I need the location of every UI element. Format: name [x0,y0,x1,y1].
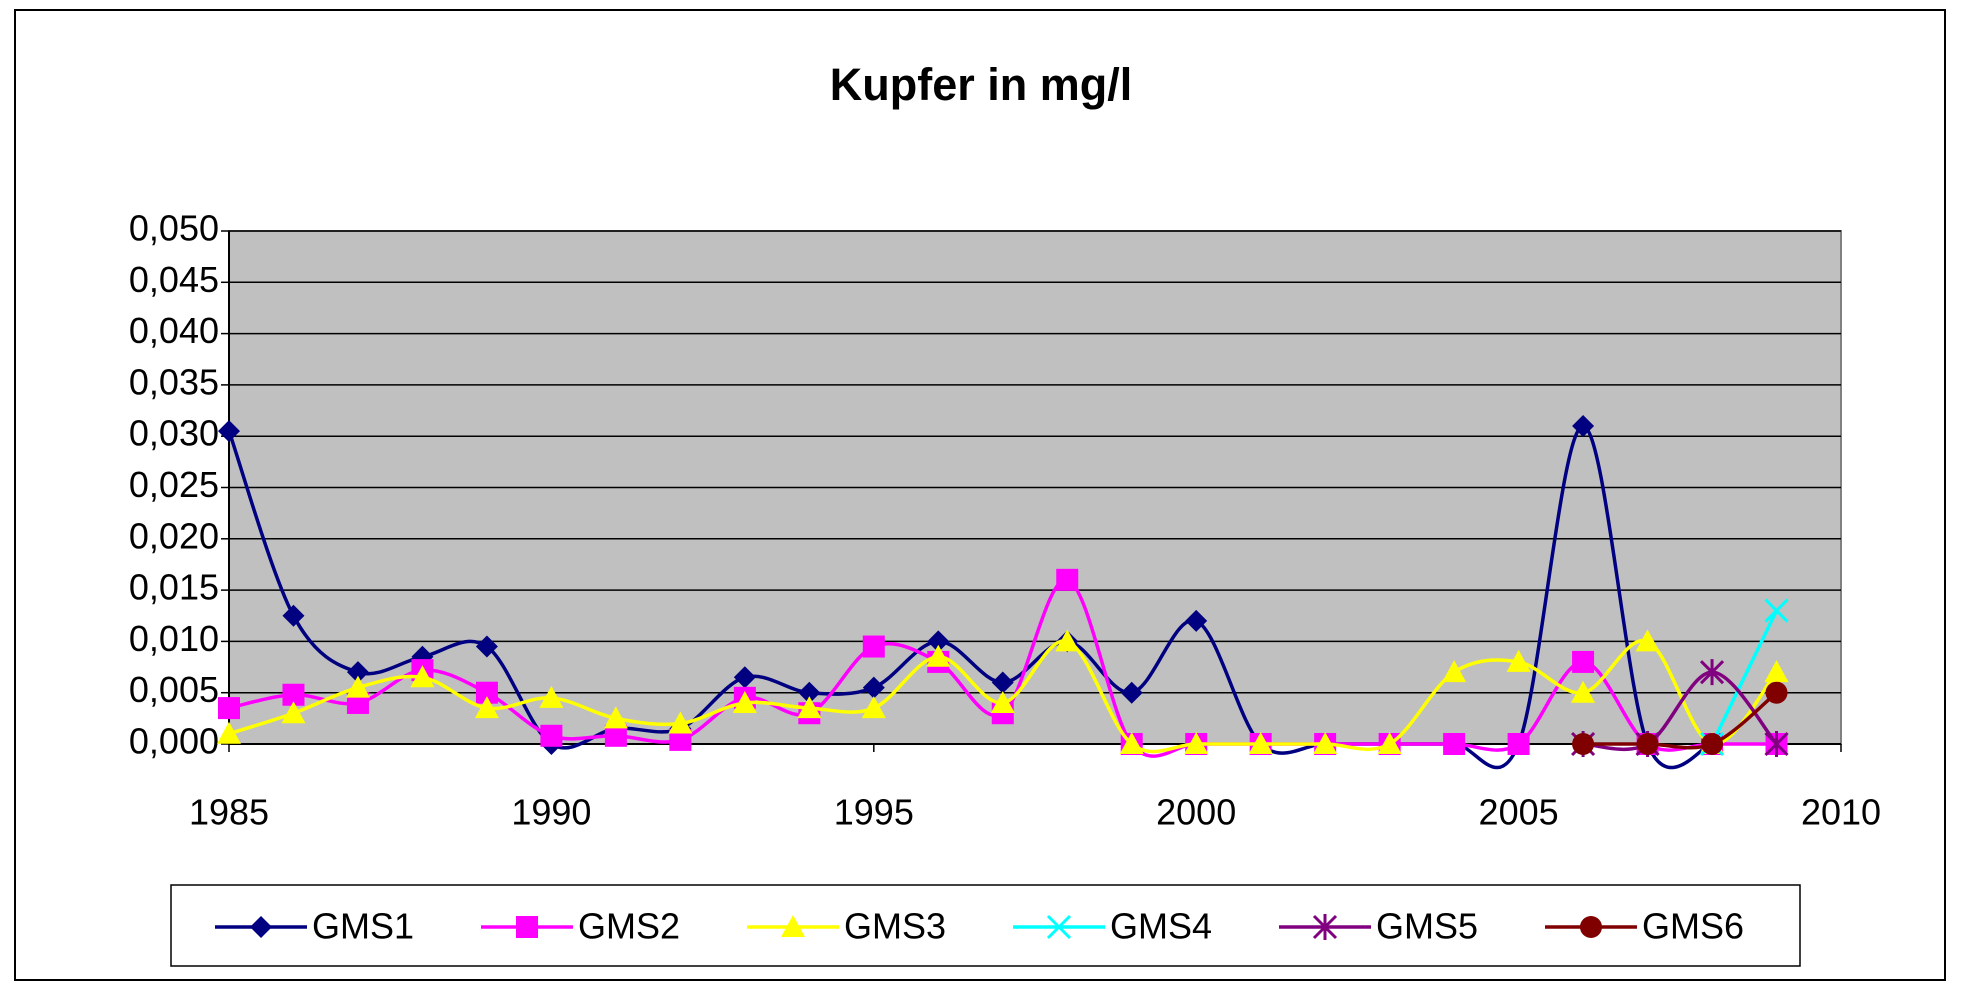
marker [1635,629,1660,652]
marker [1580,916,1602,938]
marker [781,915,805,937]
marker [1764,731,1789,757]
marker [1572,414,1595,437]
x-tick-label: 1985 [189,792,269,833]
marker [1572,650,1595,673]
marker [410,665,435,688]
series-line [1710,609,1779,745]
marker [862,635,885,658]
y-tick-label: 0,015 [129,567,219,608]
y-tick-label: 0,005 [129,669,219,710]
marker [1571,680,1596,703]
y-tick-label: 0,035 [129,361,219,402]
marker [540,724,563,747]
marker [475,635,498,658]
chart-title: Kupfer in mg/l [830,59,1133,110]
legend-box [170,884,1801,967]
marker [1699,659,1725,686]
y-tick-label: 0,030 [129,413,219,454]
marker [282,604,305,627]
y-tick-label: 0,050 [129,208,219,249]
marker [1442,660,1467,683]
marker [1119,732,1144,754]
x-tick-label: 2000 [1156,792,1236,833]
marker [1120,681,1143,704]
marker [474,696,499,719]
y-tick-label: 0,040 [129,310,219,351]
marker [1185,609,1208,632]
marker [862,676,885,699]
y-tick-label: 0,010 [129,618,219,659]
marker [1701,733,1724,755]
y-tick-label: 0,000 [129,721,219,762]
marker [1055,629,1080,652]
marker [1507,733,1530,755]
marker [281,701,306,724]
x-tick-label: 1990 [511,792,591,833]
y-tick-label: 0,045 [129,259,219,300]
marker [798,681,821,704]
marker [1313,732,1338,754]
marker [1764,598,1789,623]
marker [1506,649,1531,672]
marker [1184,732,1209,754]
series-line [228,638,1778,754]
y-tick-label: 0,025 [129,464,219,505]
x-tick-label: 1995 [834,792,914,833]
marker [1765,681,1788,704]
marker [250,916,272,938]
legend-label: GMS2 [578,906,680,947]
legend: GMS1 GMS2 GMS3 GMS4 GMS5 GMS6 [170,884,1801,967]
series-line [1582,670,1778,752]
marker [1572,733,1595,755]
marker [732,690,757,713]
marker [797,696,822,719]
marker [1248,732,1273,754]
legend-label: GMS1 [312,906,414,947]
marker [217,721,241,744]
legend-label: GMS3 [844,906,946,947]
marker [282,683,305,706]
marker [990,690,1015,713]
marker [733,666,756,689]
x-tick-label: 2005 [1479,792,1559,833]
marker [1636,733,1659,755]
legend-label: GMS6 [1642,906,1744,947]
marker [345,675,370,698]
marker [604,724,627,747]
marker [539,685,564,708]
marker [603,706,628,729]
marker [475,681,498,704]
marker [1046,914,1072,940]
marker [218,697,240,720]
x-tick-label: 2010 [1801,792,1881,833]
marker [861,696,886,719]
series-line [1583,691,1778,750]
marker [346,661,369,684]
marker [668,711,693,734]
marker [1056,568,1079,591]
marker [927,630,950,653]
marker [1377,732,1402,754]
marker [516,916,538,938]
marker [991,671,1014,694]
marker [669,728,692,751]
legend-label: GMS5 [1376,906,1478,947]
legend-label: GMS4 [1110,906,1212,947]
y-tick-label: 0,020 [129,515,219,556]
marker [1764,660,1789,683]
marker [218,420,240,443]
marker [926,644,951,667]
marker [1443,733,1466,755]
marker [1312,914,1338,940]
